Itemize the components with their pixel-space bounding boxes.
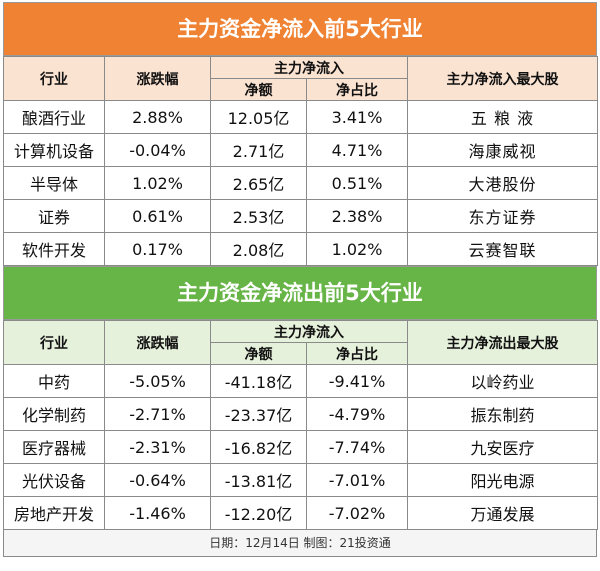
header-net: 净额 (210, 78, 307, 101)
table-row: 医疗器械 -2.31% -16.82亿 -7.74% 九安医疗 (3, 430, 598, 464)
ratio-cell: 0.51% (306, 166, 408, 200)
header-industry: 行业 (3, 56, 105, 101)
table-row: 化学制药 -2.71% -23.37亿 -4.79% 振东制药 (3, 397, 598, 431)
table-row: 光伏设备 -0.64% -13.81亿 -7.01% 阳光电源 (3, 463, 598, 497)
outflow-rows: 中药 -5.05% -41.18亿 -9.41% 以岭药业 化学制药 -2.71… (3, 364, 598, 530)
net-cell: -41.18亿 (210, 364, 307, 398)
change-cell: -2.71% (104, 397, 211, 431)
header-industry: 行业 (3, 320, 105, 365)
change-cell: -2.31% (104, 430, 211, 464)
net-cell: 2.08亿 (210, 232, 307, 266)
header-change: 涨跌幅 (104, 56, 211, 101)
footer-credit: 日期：12月14日 制图：21投资通 (3, 530, 597, 557)
change-cell: 1.02% (104, 166, 211, 200)
outflow-title: 主力资金净流出前5大行业 (3, 266, 597, 320)
ratio-cell: -4.79% (306, 397, 408, 431)
table-row: 证券 0.61% 2.53亿 2.38% 东方证券 (3, 199, 598, 233)
stock-cell: 东方证券 (407, 199, 598, 233)
net-cell: 12.05亿 (210, 100, 307, 134)
table-row: 半导体 1.02% 2.65亿 0.51% 大港股份 (3, 166, 598, 200)
stock-cell: 九安医疗 (407, 430, 598, 464)
table-row: 房地产开发 -1.46% -12.20亿 -7.02% 万通发展 (3, 496, 598, 530)
industry-cell: 证券 (3, 199, 105, 233)
change-cell: -5.05% (104, 364, 211, 398)
ratio-cell: -7.01% (306, 463, 408, 497)
header-top-stock: 主力净流出最大股 (407, 320, 598, 365)
header-ratio: 净占比 (306, 78, 408, 101)
industry-cell: 软件开发 (3, 232, 105, 266)
change-cell: -1.46% (104, 496, 211, 530)
stock-cell: 阳光电源 (407, 463, 598, 497)
net-cell: 2.71亿 (210, 133, 307, 167)
ratio-cell: -7.02% (306, 496, 408, 530)
stock-cell: 万通发展 (407, 496, 598, 530)
net-cell: -12.20亿 (210, 496, 307, 530)
header-top-stock: 主力净流入最大股 (407, 56, 598, 101)
ratio-cell: 4.71% (306, 133, 408, 167)
outflow-table: 行业 涨跌幅 主力净流入 主力净流出最大股 净额 净占比 中药 -5.05% -… (3, 320, 598, 530)
inflow-table: 行业 涨跌幅 主力净流入 主力净流入最大股 净额 净占比 酿酒行业 2.88% … (3, 56, 598, 266)
ratio-cell: 3.41% (306, 100, 408, 134)
change-cell: 0.17% (104, 232, 211, 266)
change-cell: -0.64% (104, 463, 211, 497)
industry-cell: 半导体 (3, 166, 105, 200)
ratio-cell: 1.02% (306, 232, 408, 266)
header-change: 涨跌幅 (104, 320, 211, 365)
industry-cell: 房地产开发 (3, 496, 105, 530)
table-row: 软件开发 0.17% 2.08亿 1.02% 云赛智联 (3, 232, 598, 266)
table-row: 计算机设备 -0.04% 2.71亿 4.71% 海康威视 (3, 133, 598, 167)
header-net-group: 主力净流入 (210, 56, 408, 79)
table-row: 酿酒行业 2.88% 12.05亿 3.41% 五 粮 液 (3, 100, 598, 134)
change-cell: 0.61% (104, 199, 211, 233)
stock-cell: 振东制药 (407, 397, 598, 431)
header-ratio: 净占比 (306, 342, 408, 365)
inflow-title: 主力资金净流入前5大行业 (3, 2, 597, 56)
industry-cell: 计算机设备 (3, 133, 105, 167)
net-cell: 2.65亿 (210, 166, 307, 200)
stock-cell: 云赛智联 (407, 232, 598, 266)
ratio-cell: -9.41% (306, 364, 408, 398)
change-cell: -0.04% (104, 133, 211, 167)
industry-cell: 酿酒行业 (3, 100, 105, 134)
stock-cell: 五 粮 液 (407, 100, 598, 134)
ratio-cell: -7.74% (306, 430, 408, 464)
stock-cell: 以岭药业 (407, 364, 598, 398)
net-cell: -23.37亿 (210, 397, 307, 431)
stock-cell: 海康威视 (407, 133, 598, 167)
ratio-cell: 2.38% (306, 199, 408, 233)
stock-cell: 大港股份 (407, 166, 598, 200)
industry-cell: 中药 (3, 364, 105, 398)
industry-cell: 光伏设备 (3, 463, 105, 497)
header-net-group: 主力净流入 (210, 320, 408, 343)
net-cell: 2.53亿 (210, 199, 307, 233)
table-row: 中药 -5.05% -41.18亿 -9.41% 以岭药业 (3, 364, 598, 398)
net-cell: -16.82亿 (210, 430, 307, 464)
industry-cell: 医疗器械 (3, 430, 105, 464)
change-cell: 2.88% (104, 100, 211, 134)
header-net: 净额 (210, 342, 307, 365)
net-cell: -13.81亿 (210, 463, 307, 497)
inflow-rows: 酿酒行业 2.88% 12.05亿 3.41% 五 粮 液 计算机设备 -0.0… (3, 100, 598, 266)
industry-cell: 化学制药 (3, 397, 105, 431)
report-card: 主力资金净流入前5大行业 行业 涨跌幅 主力净流入 主力净流入最大股 净额 净占… (3, 2, 598, 557)
